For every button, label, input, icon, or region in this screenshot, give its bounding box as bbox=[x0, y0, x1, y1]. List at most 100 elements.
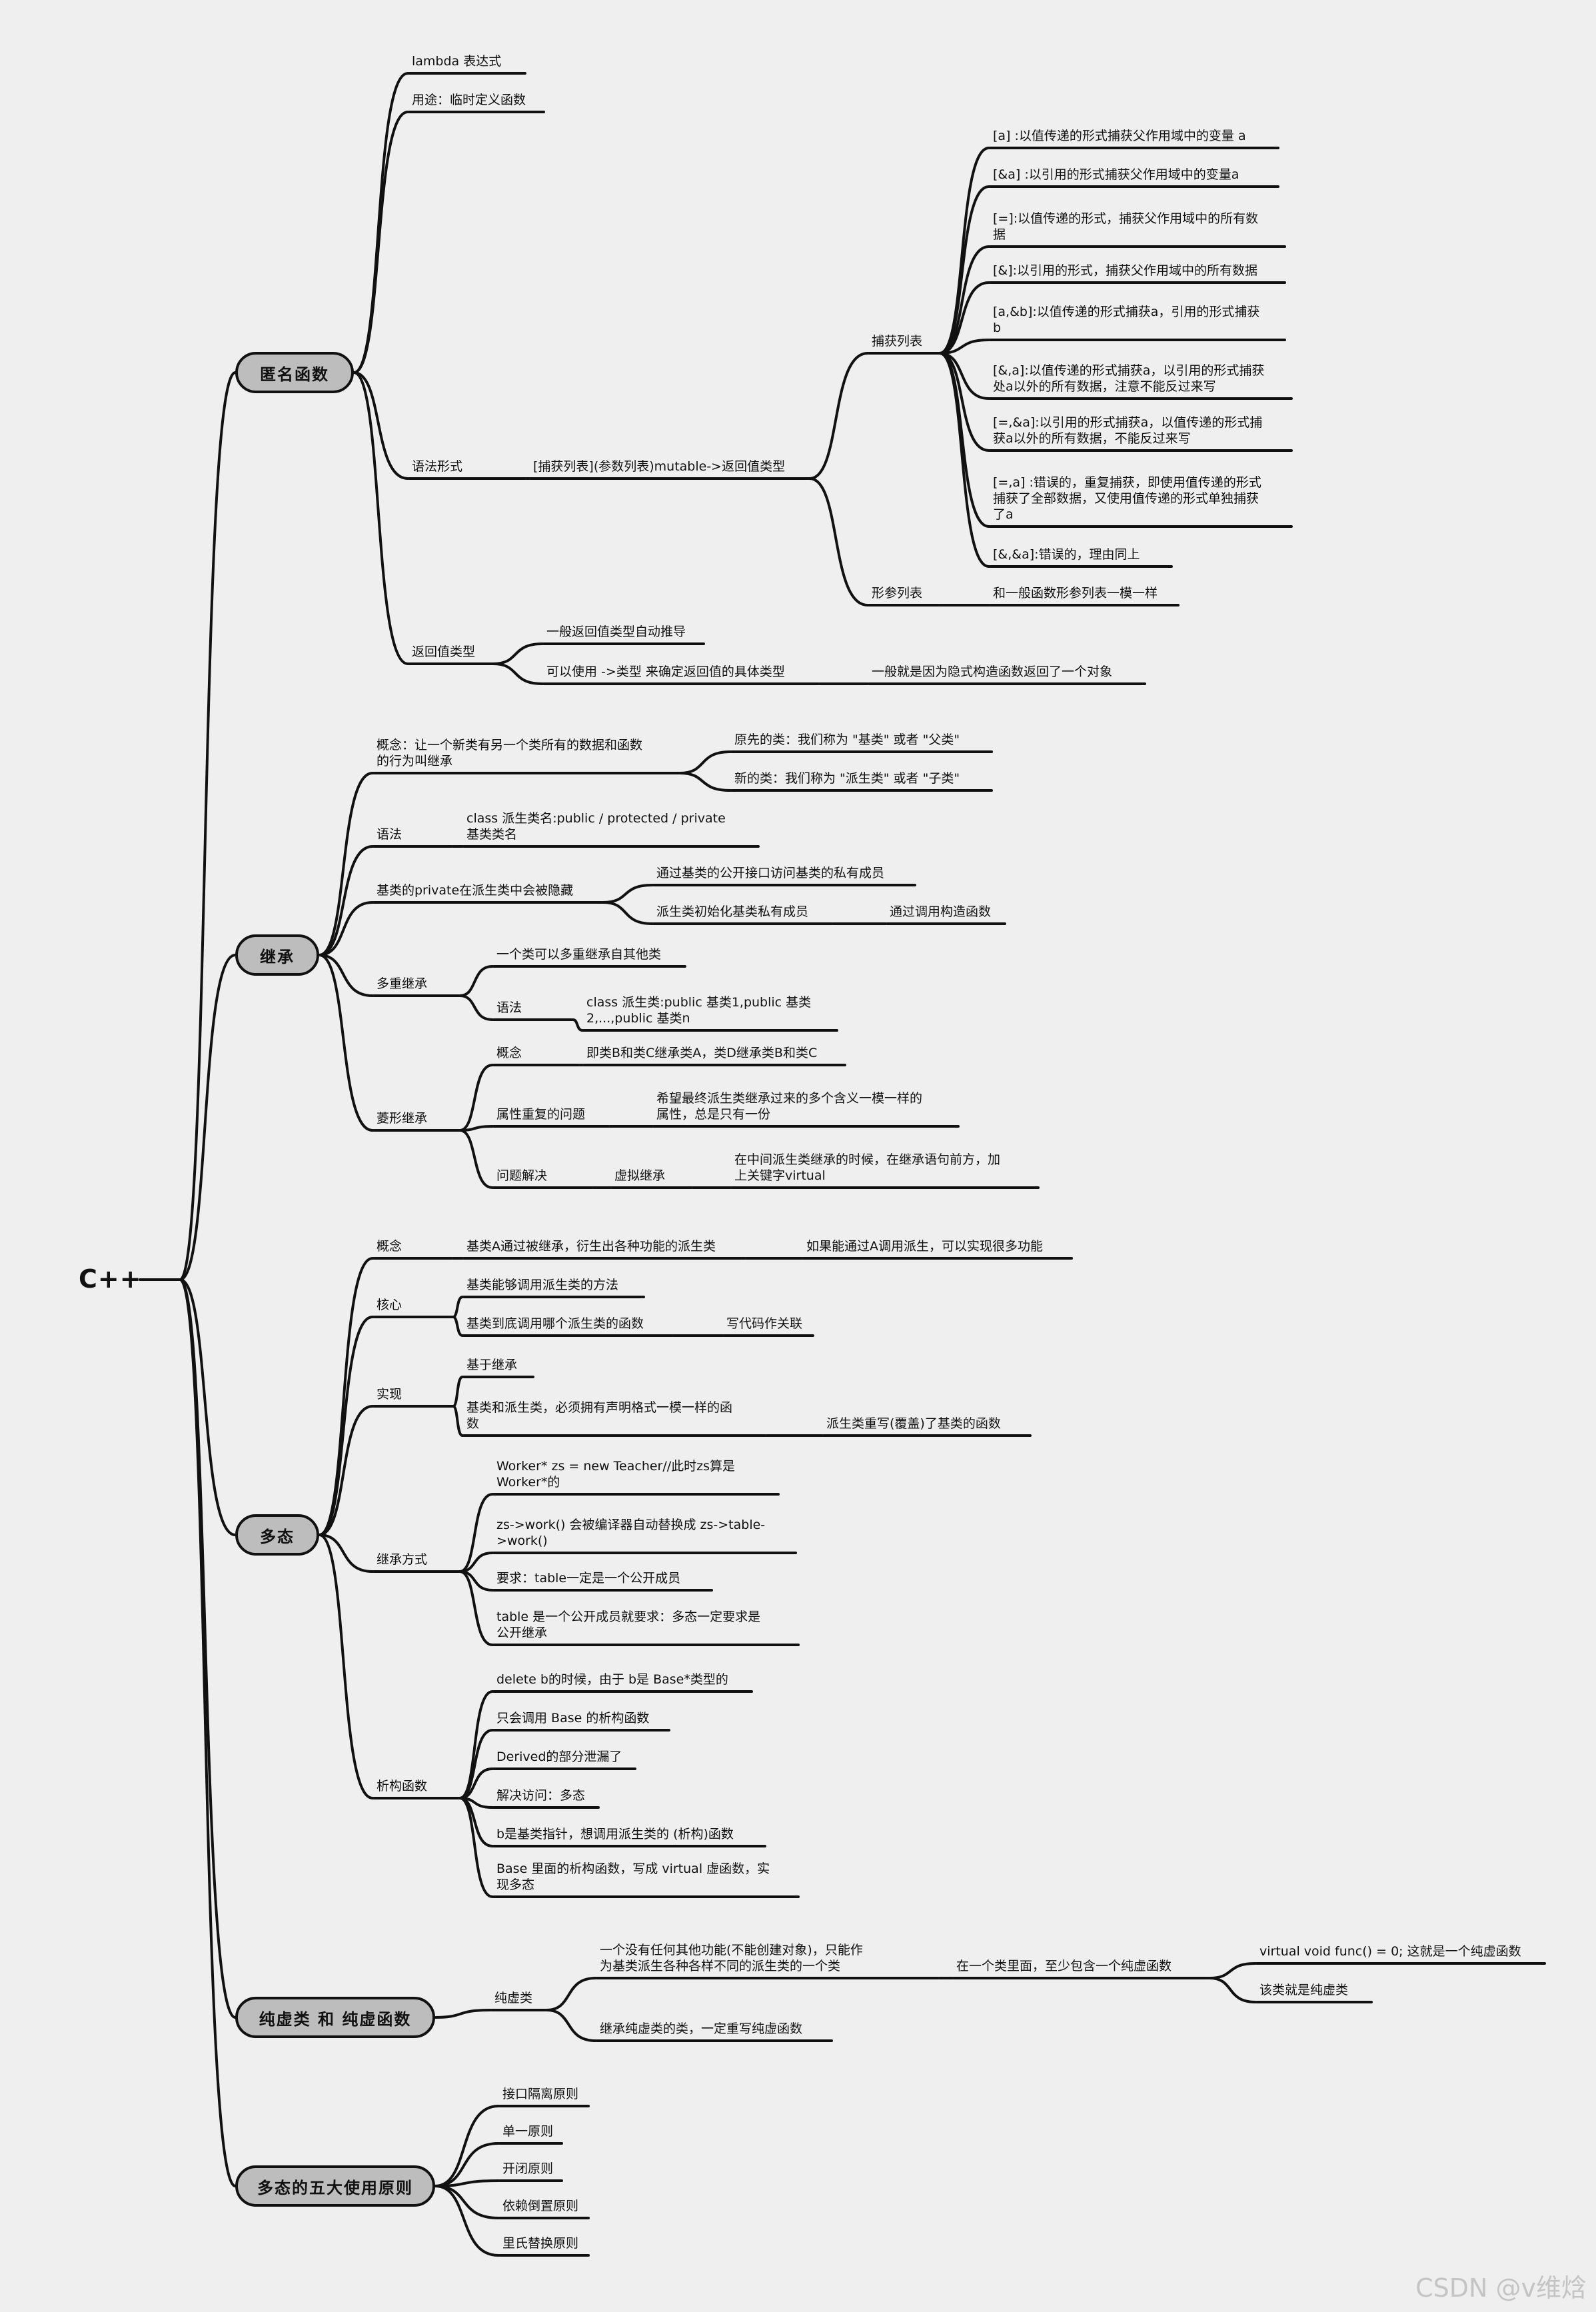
node-ret-2[interactable]: 可以使用 ->类型 来确定返回值的具体类型 bbox=[546, 664, 785, 679]
node-inh-syntax[interactable]: 语法 bbox=[377, 827, 402, 842]
node-impl[interactable]: 实现 bbox=[377, 1387, 402, 1402]
branch-lambda[interactable]: 匿名函数 bbox=[235, 352, 354, 393]
node-multi[interactable]: 多重继承 bbox=[377, 976, 428, 991]
node-underline bbox=[652, 1125, 960, 1128]
node-cap-2[interactable]: [&a] :以引用的形式捕获父作用域中的变量a bbox=[993, 167, 1239, 182]
node-capture-list[interactable]: 捕获列表 bbox=[872, 334, 923, 349]
node-underline bbox=[492, 1018, 573, 1021]
node-diamond-problem[interactable]: 属性重复的问题 bbox=[496, 1107, 586, 1122]
node-ret-1[interactable]: 一般返回值类型自动推导 bbox=[546, 624, 686, 639]
node-virtual-inh-desc[interactable]: 在中间派生类继承的时候，在继承语句前方，加 上关键字virtual bbox=[734, 1152, 1001, 1183]
connector bbox=[318, 845, 374, 956]
node-cap-5[interactable]: [a,&b]:以值传递的形式捕获a，引用的形式捕获 b bbox=[993, 305, 1260, 335]
node-impl-2[interactable]: 基类和派生类，必须拥有声明格式一模一样的函 数 bbox=[466, 1400, 733, 1431]
connector bbox=[434, 2009, 492, 2019]
node-inh-syntax-fmt[interactable]: class 派生类名:public / protected / private … bbox=[466, 811, 726, 842]
node-inh-way[interactable]: 继承方式 bbox=[377, 1552, 428, 1567]
node-iw-1[interactable]: Worker* zs = new Teacher//此时zs算是 Worker*… bbox=[496, 1459, 736, 1490]
node-impl-2b[interactable]: 派生类重写(覆盖)了基类的函数 bbox=[826, 1416, 1001, 1431]
node-dt-5[interactable]: b是基类指针，想调用派生类的 (析构)函数 bbox=[496, 1827, 734, 1841]
node-inh-private-1[interactable]: 通过基类的公开接口访问基类的私有成员 bbox=[656, 866, 885, 880]
node-pure-1[interactable]: 一个没有任何其他功能(不能创建对象)，只能作 为基类派生各种各样不同的派生类的一… bbox=[600, 1943, 863, 1973]
node-underline bbox=[730, 789, 993, 792]
node-inh-private[interactable]: 基类的private在派生类中会被隐藏 bbox=[377, 883, 574, 898]
node-multi-syntax-fmt[interactable]: class 派生类:public 基类1,public 基类 2,...,pub… bbox=[586, 995, 812, 1026]
node-cap-7[interactable]: [=,&a]:以引用的形式捕获a，以值传递的形式捕 获a以外的所有数据，不能反过… bbox=[993, 415, 1263, 446]
node-diamond-concept-desc[interactable]: 即类B和类C继承类A，类D继承类B和类C bbox=[586, 1046, 818, 1060]
node-diamond-problem-desc[interactable]: 希望最终派生类继承过来的多个含义一模一样的 属性，总是只有一份 bbox=[656, 1091, 923, 1122]
node-pr-3[interactable]: 开闭原则 bbox=[502, 2161, 554, 2176]
node-core-2b[interactable]: 写代码作关联 bbox=[726, 1316, 803, 1331]
node-poly-concept-1[interactable]: 基类A通过被继承，衍生出各种功能的派生类 bbox=[466, 1239, 716, 1254]
node-cap-8[interactable]: [=,a] :错误的，重复捕获，即使用值传递的形式 捕获了全部数据，又使用值传递… bbox=[993, 475, 1261, 522]
node-pure-1c[interactable]: virtual void func() = 0; 这就是一个纯虚函数 bbox=[1259, 1944, 1521, 1959]
node-underline bbox=[542, 682, 820, 685]
node-pure-2[interactable]: 继承纯虚类的类，一定重写纯虚函数 bbox=[600, 2021, 803, 2036]
node-param-list[interactable]: 形参列表 bbox=[872, 586, 923, 600]
node-pr-2[interactable]: 单一原则 bbox=[502, 2124, 554, 2139]
branch-polymorphism[interactable]: 多态 bbox=[235, 1514, 319, 1556]
node-inh-concept[interactable]: 概念：让一个新类有另一个类所有的数据和函数 的行为叫继承 bbox=[377, 738, 643, 768]
node-dt-2[interactable]: 只会调用 Base 的析构函数 bbox=[496, 1711, 650, 1726]
node-poly-concept[interactable]: 概念 bbox=[377, 1239, 402, 1254]
node-underline bbox=[989, 147, 1279, 149]
node-underline bbox=[582, 1029, 838, 1032]
node-cap-3[interactable]: [=]:以值传递的形式，捕获父作用域中的所有数 据 bbox=[993, 211, 1259, 242]
node-iw-3[interactable]: 要求：table一定是一个公开成员 bbox=[496, 1571, 681, 1586]
node-multi-1[interactable]: 一个类可以多重继承自其他类 bbox=[496, 947, 662, 962]
node-iw-2[interactable]: zs->work() 会被编译器自动替换成 zs->table- >work() bbox=[496, 1518, 766, 1548]
node-lambda-syntax-fmt[interactable]: [捕获列表](参数列表)mutable->返回值类型 bbox=[533, 459, 786, 474]
node-dtor[interactable]: 析构函数 bbox=[377, 1779, 428, 1793]
node-pure-1d[interactable]: 该类就是纯虚类 bbox=[1259, 1983, 1349, 1997]
branch-inherit[interactable]: 继承 bbox=[235, 934, 319, 976]
node-pure-class[interactable]: 纯虚类 bbox=[494, 1991, 533, 2005]
connector bbox=[458, 1064, 494, 1132]
node-lambda-use[interactable]: 用途：临时定义函数 bbox=[412, 93, 526, 107]
node-ret-type[interactable]: 返回值类型 bbox=[412, 644, 476, 659]
branch-pure-virtual[interactable]: 纯虚类 和 纯虚函数 bbox=[235, 1997, 435, 2038]
node-pure-1b[interactable]: 在一个类里面，至少包含一个纯虚函数 bbox=[956, 1959, 1172, 1973]
node-pr-4[interactable]: 依赖倒置原则 bbox=[502, 2199, 579, 2213]
connector bbox=[434, 2105, 500, 2187]
node-dt-3[interactable]: Derived的部分泄漏了 bbox=[496, 1749, 622, 1764]
node-lambda-title[interactable]: lambda 表达式 bbox=[412, 54, 502, 69]
node-pr-1[interactable]: 接口隔离原则 bbox=[502, 2087, 579, 2101]
branch-principles[interactable]: 多态的五大使用原则 bbox=[235, 2165, 435, 2207]
node-cap-1[interactable]: [a] :以值传递的形式捕获父作用域中的变量 a bbox=[993, 129, 1246, 143]
node-poly-concept-2[interactable]: 如果能通过A调用派生，可以实现很多功能 bbox=[806, 1239, 1043, 1254]
node-ret-2-note[interactable]: 一般就是因为隐式构造函数返回了一个对象 bbox=[872, 664, 1113, 679]
node-core[interactable]: 核心 bbox=[377, 1298, 402, 1312]
node-pr-5[interactable]: 里氏替换原则 bbox=[502, 2236, 579, 2251]
node-dt-4[interactable]: 解决访问：多态 bbox=[496, 1788, 586, 1803]
node-underline bbox=[868, 682, 1146, 685]
node-multi-syntax[interactable]: 语法 bbox=[496, 1000, 522, 1015]
node-dt-1[interactable]: delete b的时候，由于 b是 Base*类型的 bbox=[496, 1672, 728, 1687]
node-cap-4[interactable]: [&]:以引用的形式，捕获父作用域中的所有数据 bbox=[993, 263, 1258, 278]
node-virtual-inh[interactable]: 虚拟继承 bbox=[614, 1168, 666, 1183]
node-underline bbox=[1255, 1962, 1546, 1965]
node-diamond-solve[interactable]: 问题解决 bbox=[496, 1168, 548, 1183]
node-iw-4[interactable]: table 是一个公开成员就要求：多态一定要求是 公开继承 bbox=[496, 1610, 761, 1640]
node-inh-private-2[interactable]: 派生类初始化基类私有成员 bbox=[656, 904, 809, 919]
node-diamond-concept[interactable]: 概念 bbox=[496, 1046, 522, 1060]
connector bbox=[318, 1316, 374, 1536]
node-underline bbox=[492, 1493, 780, 1496]
node-impl-1[interactable]: 基于继承 bbox=[466, 1358, 518, 1372]
node-underline bbox=[886, 922, 1006, 925]
node-cap-6[interactable]: [&,a]:以值传递的形式捕获a，以引用的形式捕获 处a以外的所有数据，注意不能… bbox=[993, 363, 1265, 394]
node-core-1[interactable]: 基类能够调用派生类的方法 bbox=[466, 1278, 619, 1292]
connector bbox=[938, 339, 990, 355]
node-underline bbox=[373, 772, 680, 774]
node-inh-derived[interactable]: 新的类：我们称为 "派生类" 或者 "子类" bbox=[734, 771, 960, 786]
node-inh-private-2b[interactable]: 通过调用构造函数 bbox=[890, 904, 992, 919]
node-core-2[interactable]: 基类到底调用哪个派生类的函数 bbox=[466, 1316, 644, 1331]
node-lambda-syntax[interactable]: 语法形式 bbox=[412, 459, 463, 474]
node-dt-6[interactable]: Base 里面的析构函数，写成 virtual 虚函数，实 现多态 bbox=[496, 1861, 770, 1892]
node-param-desc[interactable]: 和一般函数形参列表一模一样 bbox=[993, 586, 1158, 600]
node-cap-9[interactable]: [&,&a]:错误的，理由同上 bbox=[993, 547, 1140, 562]
node-underline bbox=[492, 1125, 610, 1128]
node-diamond[interactable]: 菱形继承 bbox=[377, 1111, 428, 1126]
connector bbox=[808, 352, 869, 480]
node-inh-base[interactable]: 原先的类：我们称为 "基类" 或者 "父类" bbox=[734, 732, 960, 747]
